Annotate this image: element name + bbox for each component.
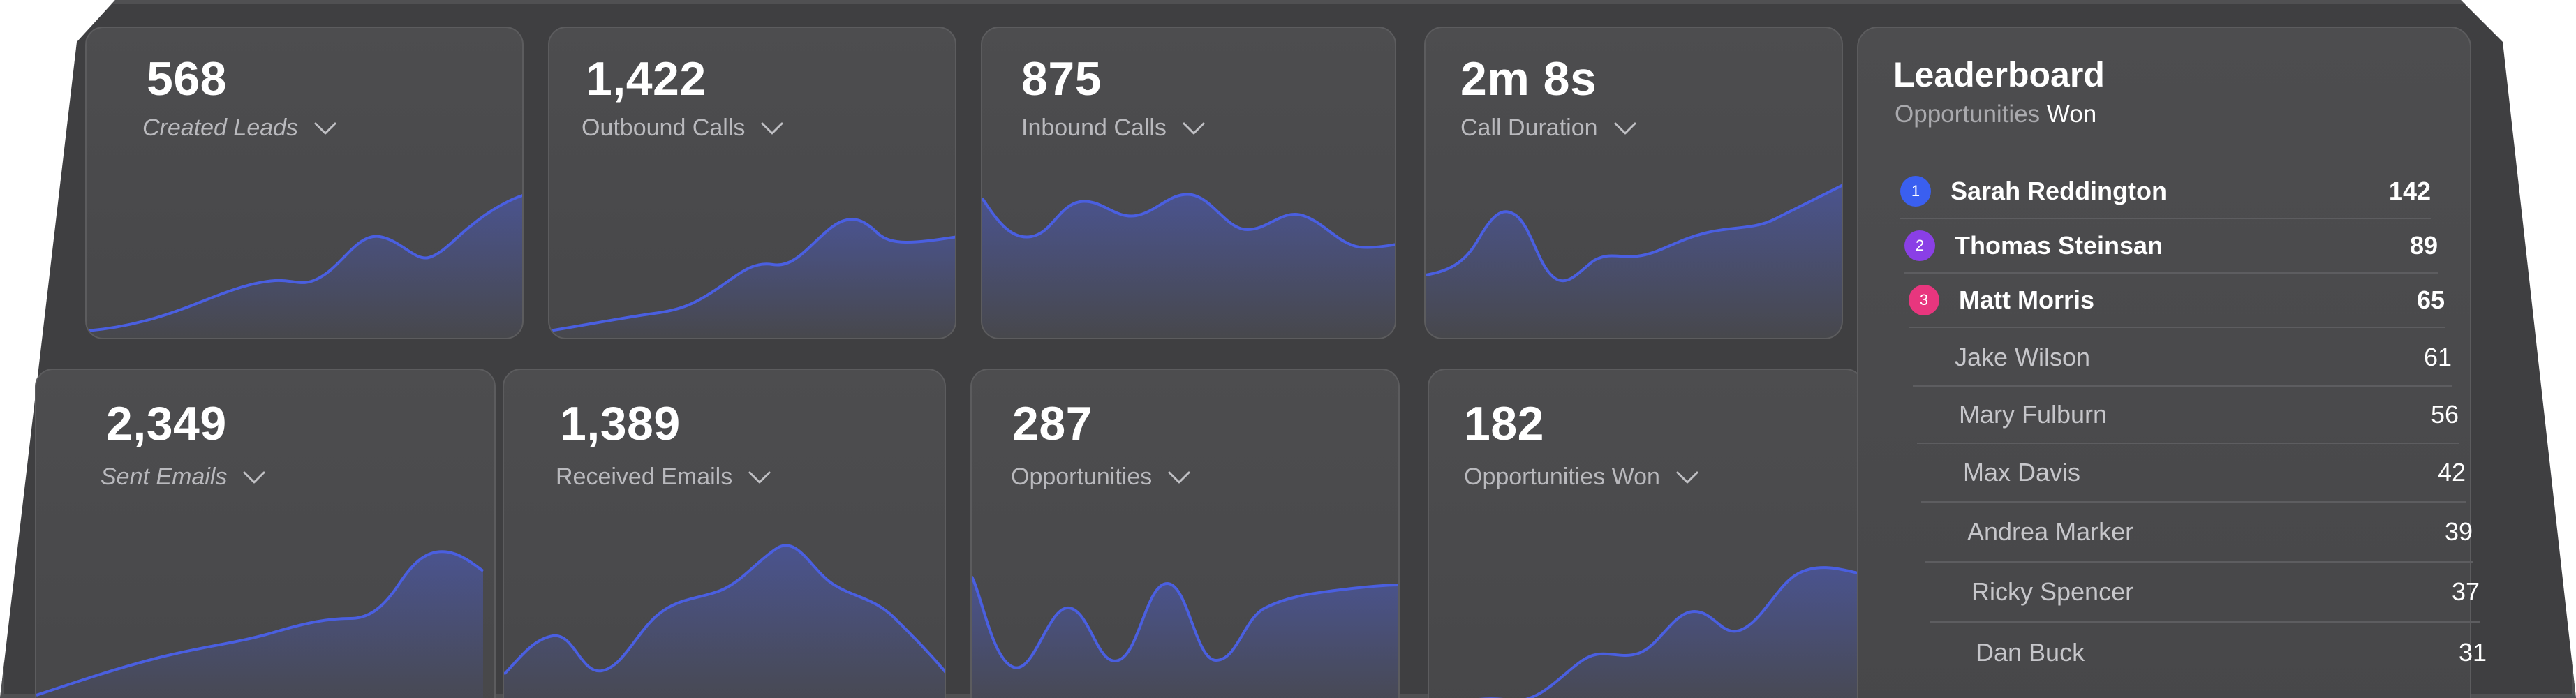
metric-selector[interactable]: Sent Emails xyxy=(101,463,266,491)
metric-card-received-emails[interactable]: 1,389 Received Emails xyxy=(503,369,946,698)
metric-label: Call Duration xyxy=(1460,114,1598,141)
leaderboard-metric-selector[interactable]: Won xyxy=(2046,101,2097,128)
metric-card-opportunities-won[interactable]: 182 Opportunities Won xyxy=(1428,369,1864,698)
metric-value: 1,422 xyxy=(586,52,706,105)
rank-badge: 2 xyxy=(1904,230,1935,261)
leaderboard-name: Jake Wilson xyxy=(1955,343,2091,371)
leaderboard-name: Ricky Spencer xyxy=(1971,577,2134,606)
metric-card-outbound-calls[interactable]: 1,422 Outbound Calls xyxy=(548,27,956,339)
sparkline-chart xyxy=(972,576,1398,698)
leaderboard-row[interactable]: Mary Fulburn 56 xyxy=(1917,387,2459,444)
leaderboard-row[interactable]: 3 Matt Morris 65 xyxy=(1909,274,2445,328)
metric-value: 2,349 xyxy=(106,397,227,450)
leaderboard-score: 61 xyxy=(2423,343,2452,371)
metric-selector[interactable]: Call Duration xyxy=(1460,114,1637,142)
chevron-down-icon[interactable] xyxy=(242,470,266,485)
metric-label: Received Emails xyxy=(556,463,733,490)
sparkline-chart xyxy=(504,544,945,698)
metric-selector[interactable]: Outbound Calls xyxy=(582,114,784,142)
metric-selector[interactable]: Created Leads xyxy=(142,114,337,142)
chevron-down-icon[interactable] xyxy=(748,470,771,485)
chevron-down-icon[interactable] xyxy=(1167,470,1191,485)
leaderboard-score: 37 xyxy=(2451,577,2480,606)
leaderboard-name: Max Davis xyxy=(1963,458,2081,487)
metric-card-opportunities[interactable]: 287 Opportunities xyxy=(970,369,1400,698)
leaderboard-score: 56 xyxy=(2430,400,2459,429)
leaderboard-name: Dan Buck xyxy=(1976,638,2085,667)
leaderboard-score: 42 xyxy=(2437,458,2466,487)
rank-badge: 1 xyxy=(1900,176,1931,207)
metric-label: Sent Emails xyxy=(101,463,228,490)
leaderboard-row[interactable]: 1 Sarah Reddington 142 xyxy=(1900,165,2431,219)
metric-value: 287 xyxy=(1012,397,1093,450)
leaderboard-subtitle[interactable]: Opportunities Won xyxy=(1895,101,2096,128)
chevron-down-icon[interactable] xyxy=(1675,470,1699,485)
leaderboard-row[interactable]: Jake Wilson 61 xyxy=(1913,329,2452,387)
leaderboard-panel: Leaderboard Opportunities Won 1 Sarah Re… xyxy=(1857,27,2487,698)
leaderboard-row[interactable]: Andrea Marker 39 xyxy=(1925,503,2473,563)
leaderboard-score: 31 xyxy=(2458,638,2487,667)
leaderboard-score: 142 xyxy=(2388,177,2431,205)
rank-badge: 3 xyxy=(1909,285,1939,315)
metric-card-sent-emails[interactable]: 2,349 Sent Emails xyxy=(35,369,496,698)
leaderboard-score: 89 xyxy=(2409,231,2438,260)
metric-selector[interactable]: Opportunities Won xyxy=(1464,463,1699,491)
leaderboard-subtitle-prefix: Opportunities xyxy=(1895,101,2041,128)
metric-label: Opportunities Won xyxy=(1464,463,1660,490)
leaderboard-name: Andrea Marker xyxy=(1967,517,2134,546)
metric-value: 1,389 xyxy=(560,397,681,450)
chevron-down-icon[interactable] xyxy=(760,121,784,136)
sparkline-chart xyxy=(87,194,522,338)
leaderboard-title: Leaderboard xyxy=(1893,55,2105,94)
metric-label: Inbound Calls xyxy=(1021,114,1167,141)
leaderboard-name: Matt Morris xyxy=(1959,285,2095,314)
chevron-down-icon[interactable] xyxy=(1182,121,1206,136)
metric-value: 2m 8s xyxy=(1460,52,1597,105)
metric-label: Opportunities xyxy=(1011,463,1153,490)
metric-label: Created Leads xyxy=(142,114,299,141)
chevron-down-icon[interactable] xyxy=(1613,121,1637,136)
sparkline-chart xyxy=(1426,184,1842,338)
leaderboard-name: Sarah Reddington xyxy=(1950,177,2168,205)
leaderboard-score: 65 xyxy=(2416,285,2445,314)
metric-card-created-leads[interactable]: 568 Created Leads xyxy=(85,27,524,339)
leaderboard-row[interactable]: 2 Thomas Steinsan 89 xyxy=(1904,219,2438,274)
metric-selector[interactable]: Received Emails xyxy=(556,463,771,491)
leaderboard-row[interactable]: Ricky Spencer 37 xyxy=(1930,563,2480,623)
sparkline-chart xyxy=(549,218,955,338)
sparkline-chart xyxy=(982,193,1395,338)
chevron-down-icon[interactable] xyxy=(313,121,337,136)
metric-value: 875 xyxy=(1021,52,1102,105)
leaderboard-name: Mary Fulburn xyxy=(1959,400,2108,429)
sparkline-chart xyxy=(36,550,484,698)
metric-card-inbound-calls[interactable]: 875 Inbound Calls xyxy=(981,27,1396,339)
metric-selector[interactable]: Inbound Calls xyxy=(1021,114,1206,142)
sparkline-chart xyxy=(1478,566,1859,698)
metric-value: 568 xyxy=(147,52,227,105)
leaderboard-score: 39 xyxy=(2444,517,2473,546)
metric-value: 182 xyxy=(1464,397,1544,450)
metric-label: Outbound Calls xyxy=(582,114,746,141)
leaderboard-name: Thomas Steinsan xyxy=(1955,231,2163,260)
leaderboard-row[interactable]: Dan Buck 31 xyxy=(1934,623,2487,683)
leaderboard-row[interactable]: Max Davis 42 xyxy=(1921,444,2466,503)
metric-selector[interactable]: Opportunities xyxy=(1011,463,1191,491)
metric-card-call-duration[interactable]: 2m 8s Call Duration xyxy=(1424,27,1843,339)
